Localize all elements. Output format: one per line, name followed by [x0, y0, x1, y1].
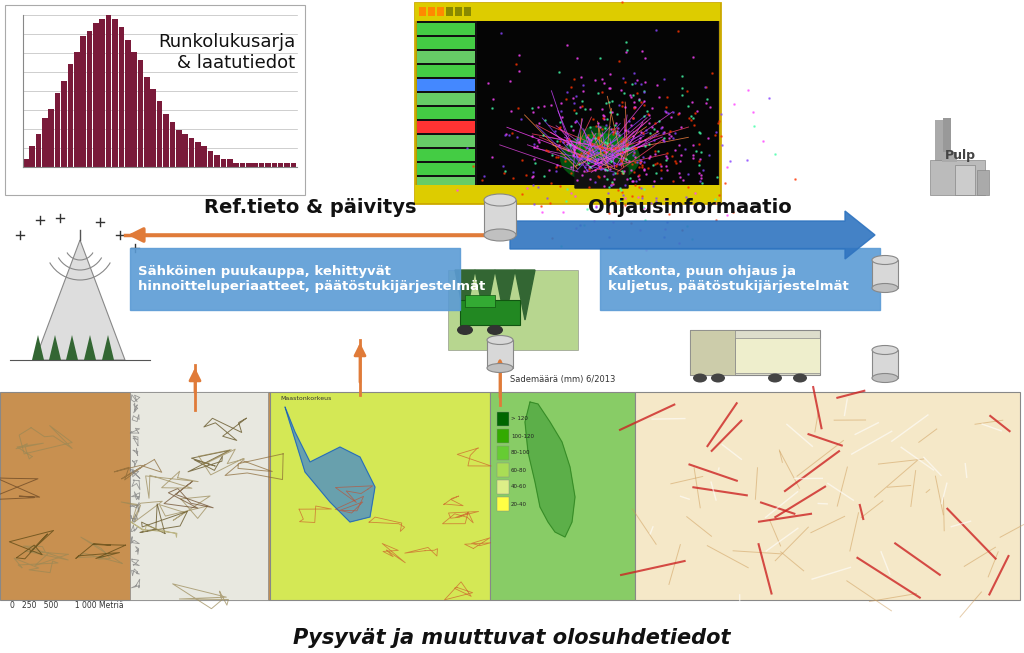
- Point: [666, 176, 682, 186]
- Point: [739, 154, 756, 165]
- Point: [739, 85, 756, 95]
- Point: [625, 175, 641, 185]
- Point: [509, 132, 525, 142]
- Point: [582, 182, 598, 192]
- Point: [529, 140, 546, 151]
- Point: [550, 140, 566, 150]
- Bar: [30, 146, 35, 167]
- Point: [493, 28, 509, 39]
- Point: [670, 108, 686, 119]
- Point: [611, 56, 628, 66]
- Point: [634, 161, 650, 172]
- Text: Sähköinen puukauppa, kehittyvät
hinnoitteluperiaatteet, päätöstukijärjestelmät: Sähköinen puukauppa, kehittyvät hinnoitt…: [138, 265, 485, 293]
- Point: [633, 78, 649, 89]
- Point: [623, 165, 639, 175]
- Point: [630, 191, 646, 202]
- FancyBboxPatch shape: [477, 21, 718, 185]
- FancyBboxPatch shape: [417, 177, 475, 189]
- Point: [594, 74, 610, 84]
- FancyBboxPatch shape: [465, 295, 495, 307]
- Point: [673, 122, 689, 133]
- Point: [590, 118, 606, 128]
- Point: [717, 178, 733, 188]
- Point: [558, 93, 574, 104]
- Ellipse shape: [575, 125, 625, 161]
- Point: [598, 147, 614, 157]
- Point: [585, 114, 601, 124]
- Point: [660, 108, 677, 118]
- Text: Sademäärä (mm) 6/2013: Sademäärä (mm) 6/2013: [510, 375, 615, 384]
- Point: [680, 182, 696, 193]
- Point: [644, 122, 660, 133]
- Bar: [182, 134, 188, 167]
- Point: [671, 167, 687, 178]
- Point: [636, 86, 652, 97]
- Point: [564, 93, 581, 103]
- Point: [599, 138, 615, 148]
- Point: [746, 120, 763, 131]
- Polygon shape: [285, 407, 375, 522]
- FancyBboxPatch shape: [872, 350, 898, 378]
- Point: [592, 140, 608, 151]
- Point: [660, 209, 677, 219]
- Point: [559, 183, 575, 194]
- Point: [553, 98, 569, 108]
- Point: [475, 170, 492, 181]
- Bar: [240, 163, 246, 167]
- Polygon shape: [475, 270, 495, 320]
- Point: [658, 150, 675, 161]
- Point: [605, 129, 622, 139]
- FancyBboxPatch shape: [460, 300, 520, 325]
- Point: [584, 138, 600, 149]
- Point: [625, 112, 641, 123]
- Point: [568, 223, 585, 233]
- FancyBboxPatch shape: [497, 463, 509, 477]
- Point: [656, 224, 673, 234]
- Point: [615, 167, 632, 177]
- Point: [690, 156, 707, 167]
- Point: [566, 104, 583, 115]
- Point: [624, 159, 640, 170]
- Point: [566, 117, 583, 127]
- Point: [614, 97, 631, 107]
- Point: [597, 164, 613, 174]
- Point: [622, 173, 638, 183]
- Point: [629, 157, 645, 167]
- Point: [698, 98, 715, 108]
- Point: [632, 154, 648, 165]
- Point: [554, 112, 570, 123]
- Point: [633, 183, 649, 193]
- Point: [581, 155, 597, 165]
- Text: Katkonta, puun ohjaus ja
kuljetus, päätöstukijärjestelmät: Katkonta, puun ohjaus ja kuljetus, päätö…: [608, 265, 849, 293]
- Bar: [176, 130, 181, 167]
- Point: [614, 190, 631, 200]
- Point: [565, 74, 582, 84]
- Point: [672, 171, 688, 182]
- Point: [483, 152, 500, 163]
- Point: [575, 220, 592, 231]
- Point: [615, 133, 632, 144]
- Point: [652, 165, 669, 176]
- Ellipse shape: [872, 374, 898, 383]
- Polygon shape: [510, 211, 874, 259]
- Point: [644, 103, 660, 113]
- Point: [573, 72, 590, 82]
- Point: [549, 144, 565, 155]
- Bar: [220, 159, 226, 167]
- Point: [600, 196, 616, 206]
- Point: [556, 137, 572, 148]
- Point: [561, 134, 578, 144]
- FancyBboxPatch shape: [977, 170, 989, 195]
- Bar: [144, 76, 150, 167]
- Point: [680, 101, 696, 111]
- Point: [595, 171, 611, 182]
- Point: [505, 173, 521, 183]
- Ellipse shape: [484, 229, 516, 241]
- Point: [583, 174, 599, 184]
- Point: [626, 90, 642, 101]
- FancyBboxPatch shape: [417, 135, 475, 147]
- Point: [648, 158, 665, 168]
- Point: [495, 161, 511, 172]
- Point: [503, 106, 519, 117]
